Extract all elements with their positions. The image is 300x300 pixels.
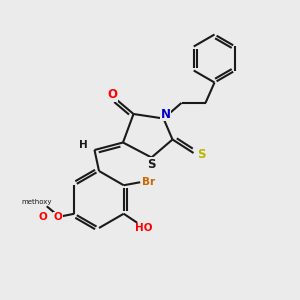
Text: H: H xyxy=(79,140,88,150)
Text: HO: HO xyxy=(135,223,152,233)
Text: O: O xyxy=(107,88,118,101)
Text: S: S xyxy=(197,148,205,161)
Text: O: O xyxy=(53,212,62,222)
Text: Br: Br xyxy=(142,177,155,187)
Text: S: S xyxy=(147,158,155,171)
Text: O: O xyxy=(38,212,47,222)
Text: methoxy: methoxy xyxy=(22,199,52,205)
Text: N: N xyxy=(161,107,171,121)
